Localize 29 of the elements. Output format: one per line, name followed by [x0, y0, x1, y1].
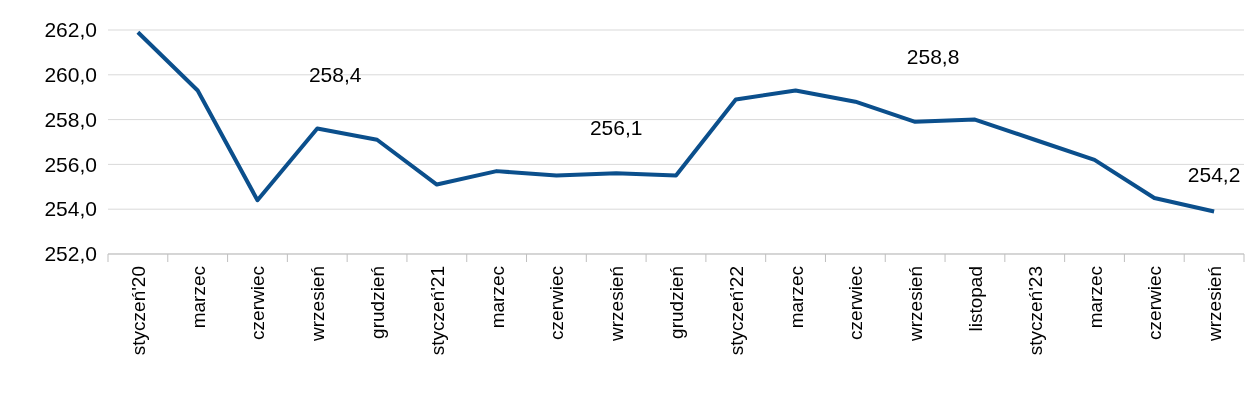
- y-tick-label: 252,0: [44, 242, 97, 266]
- x-tick-label: czerwiec: [546, 266, 568, 340]
- x-tick-label: czerwiec: [247, 266, 269, 340]
- x-tick-label: czerwiec: [845, 266, 867, 340]
- annotation: 256,1: [589, 116, 643, 140]
- y-tick-label: 262,0: [44, 18, 97, 42]
- y-tick-label: 256,0: [44, 152, 97, 176]
- x-tick-label: marzec: [1084, 266, 1106, 329]
- annotation: 258,4: [308, 62, 362, 86]
- x-tick-label: wrzesień: [606, 266, 628, 342]
- x-tick-label: wrzesień: [905, 266, 927, 342]
- x-tick-label: listopad: [964, 266, 986, 332]
- x-tick-label: wrzesień: [1204, 266, 1226, 342]
- x-tick-label: marzec: [187, 266, 209, 329]
- x-tick-label: styczeń'23: [1024, 266, 1046, 356]
- x-tick-label: styczeń'21: [426, 266, 448, 356]
- y-tick-label: 258,0: [44, 107, 97, 131]
- x-tick-label: styczeń'22: [725, 266, 747, 356]
- x-tick-label: grudzień: [367, 266, 389, 339]
- x-tick-label: wrzesień: [307, 266, 329, 342]
- x-tick-label: grudzień: [666, 266, 687, 339]
- x-tick-label: styczeń'20: [127, 266, 149, 356]
- y-tick-label: 260,0: [44, 63, 97, 87]
- x-tick-label: marzec: [486, 266, 508, 329]
- annotation: 254,2: [1187, 163, 1241, 187]
- y-tick-label: 254,0: [44, 197, 97, 221]
- x-tick-label: czerwiec: [1144, 266, 1166, 340]
- x-tick-label: marzec: [785, 266, 807, 329]
- annotation: 258,8: [906, 44, 960, 68]
